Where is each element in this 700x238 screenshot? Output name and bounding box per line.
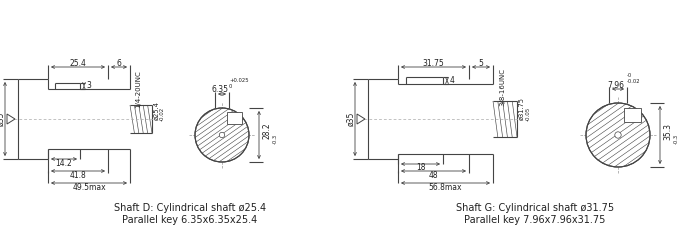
Text: 56.8max: 56.8max <box>428 183 462 192</box>
Text: -0.02: -0.02 <box>160 107 164 121</box>
Text: 3/8-16UNC: 3/8-16UNC <box>499 68 505 106</box>
Circle shape <box>195 108 249 162</box>
Text: 49.5max: 49.5max <box>72 183 106 192</box>
Text: 7.96: 7.96 <box>608 80 624 89</box>
Text: 28.2: 28.2 <box>262 123 272 139</box>
Text: 25.4: 25.4 <box>69 59 86 68</box>
Text: Shaft D: Cylindrical shaft ø25.4: Shaft D: Cylindrical shaft ø25.4 <box>114 203 266 213</box>
Text: ø35: ø35 <box>0 112 6 126</box>
Text: 6.35: 6.35 <box>211 85 228 94</box>
Text: 3: 3 <box>87 81 92 90</box>
Text: -0.3: -0.3 <box>273 134 278 144</box>
Text: ø31.75: ø31.75 <box>519 98 525 120</box>
Text: Shaft G: Cylindrical shaft ø31.75: Shaft G: Cylindrical shaft ø31.75 <box>456 203 614 213</box>
Circle shape <box>586 103 650 167</box>
Text: -0.05: -0.05 <box>526 107 531 121</box>
Text: Parallel key 7.96x7.96x31.75: Parallel key 7.96x7.96x31.75 <box>464 215 606 225</box>
Text: 35.3: 35.3 <box>664 123 673 139</box>
Text: +0.025
0: +0.025 0 <box>229 78 248 89</box>
Text: 6: 6 <box>117 59 121 68</box>
Text: 18: 18 <box>416 164 426 173</box>
Text: 5: 5 <box>479 59 484 68</box>
Text: 4: 4 <box>449 76 454 85</box>
Circle shape <box>219 132 225 138</box>
Text: 14.2: 14.2 <box>55 159 72 168</box>
Text: Parallel key 6.35x6.35x25.4: Parallel key 6.35x6.35x25.4 <box>122 215 258 225</box>
Text: 31.75: 31.75 <box>423 59 445 68</box>
Text: ø35: ø35 <box>346 112 356 126</box>
Circle shape <box>615 132 621 138</box>
Text: 48: 48 <box>428 170 438 179</box>
FancyBboxPatch shape <box>227 112 242 124</box>
Text: ø25.4: ø25.4 <box>154 101 160 120</box>
Text: 41.8: 41.8 <box>69 170 86 179</box>
Text: -0
-0.02: -0 -0.02 <box>627 73 640 84</box>
Text: 1/4-20UNC: 1/4-20UNC <box>135 70 141 108</box>
Text: -0.3: -0.3 <box>674 134 679 144</box>
FancyBboxPatch shape <box>624 108 641 122</box>
